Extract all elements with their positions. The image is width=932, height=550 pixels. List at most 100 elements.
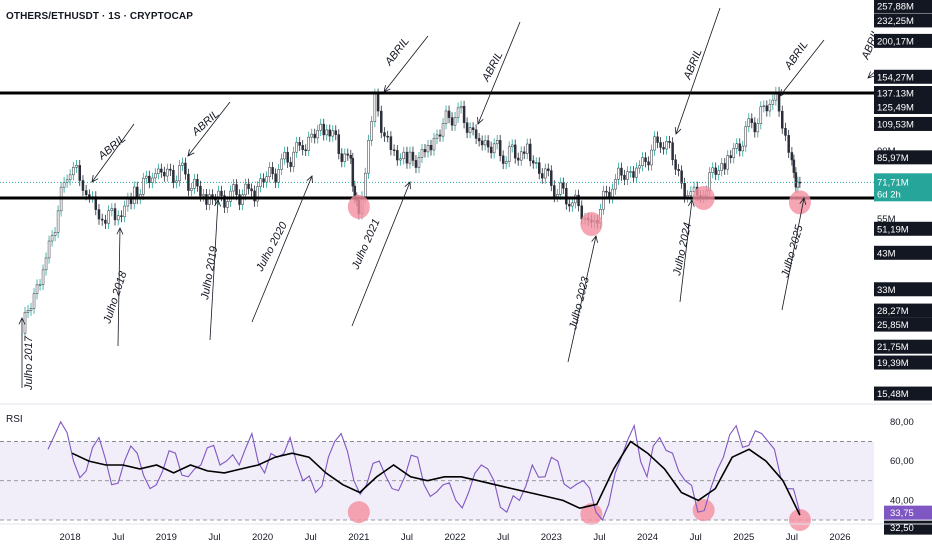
price-candle-body (747, 118, 751, 127)
chart-title: OTHERS/ETHUSDT · 1S · CRYPTOCAP (6, 11, 194, 22)
price-candle-body (417, 157, 421, 168)
price-axis-tag (874, 339, 932, 354)
arrow-head (477, 116, 484, 125)
price-candle-body (181, 162, 184, 166)
price-candle-body (172, 170, 175, 183)
price-candle-body (226, 201, 229, 208)
price-candle-body (142, 177, 145, 195)
price-candle-body (265, 176, 268, 183)
price-candle-body (145, 175, 148, 179)
price-candle-body (565, 188, 568, 205)
price-candle-body (84, 190, 88, 195)
price-candle-body (525, 143, 529, 154)
price-candle-body (532, 160, 535, 164)
price-axis-label: 125,49M (877, 103, 914, 114)
time-axis-label: 2026 (829, 532, 850, 543)
price-candle-body (340, 153, 344, 162)
time-axis-label: Jul (786, 532, 798, 543)
price-axis-label: 109,53M (877, 119, 914, 130)
price-candle-body (351, 158, 355, 187)
price-candle-body (641, 157, 644, 166)
julho-annotation: Julho 2019 (199, 245, 220, 301)
time-axis-label: 2024 (637, 532, 658, 543)
julho-arrow (351, 181, 411, 327)
price-candle-body (35, 284, 39, 294)
arrow-head (799, 197, 807, 205)
julho-annotation: Julho 2018 (101, 269, 130, 326)
price-axis-tag (874, 245, 932, 260)
rsi-pane-label: RSI (6, 414, 23, 425)
price-candles (23, 86, 802, 339)
arrow-head (867, 71, 875, 79)
price-candle-body (692, 186, 696, 192)
price-candle-body (289, 162, 292, 167)
price-candle-body (75, 165, 78, 168)
price-candle-body (507, 146, 511, 162)
price-candle-body (56, 210, 60, 233)
current-price-tag (874, 173, 932, 202)
price-candle-body (346, 153, 350, 156)
time-axis-label: Jul (497, 532, 509, 543)
price-candle-body (674, 159, 677, 170)
rsi-moving-average (71, 440, 801, 516)
price-pane: Julho 2017 Julho 2018 Julho 2019 Julho 2020… (0, 7, 932, 405)
price-candle-body (714, 167, 717, 175)
julho-arrow (781, 197, 805, 311)
price-axis-label: 51,19M (877, 224, 909, 235)
price-candle-body (292, 151, 295, 167)
price-candle-body (123, 205, 126, 217)
price-candle-body (510, 144, 514, 148)
time-axis-label: Jul (305, 532, 317, 543)
julho-annotation: Julho 2025 (779, 223, 806, 280)
price-candle-body (794, 172, 798, 188)
price-candle-body (280, 158, 283, 170)
abril-annotation: ABRIL (95, 133, 128, 163)
price-candle-body (762, 105, 766, 108)
price-candle-body (322, 123, 325, 136)
price-candle-body (420, 149, 424, 158)
price-candle-body (629, 171, 632, 173)
price-candle-body (304, 149, 307, 151)
price-candle-body (193, 179, 196, 189)
price-candle-body (160, 168, 163, 173)
price-candle-body (253, 190, 256, 202)
price-candle-body (113, 208, 117, 221)
julho-arrow (679, 199, 693, 303)
price-candle-body (386, 135, 389, 138)
arrow-head (674, 126, 682, 135)
price-axis-tag (874, 386, 932, 401)
price-axis-label: 15,48M (877, 389, 909, 400)
price-candle-body (720, 163, 723, 171)
price-candle-body (190, 188, 193, 191)
price-axis-tag (874, 355, 932, 370)
price-candle-body (744, 126, 748, 147)
time-axis-label: 2021 (348, 532, 369, 543)
price-axis-tag (874, 0, 932, 13)
price-candle-body (614, 179, 617, 190)
price-candle-body (389, 136, 393, 151)
time-axis-label: 2020 (252, 532, 273, 543)
price-axis-label: 28,27M (877, 306, 909, 317)
price-axis-label: 43M (877, 248, 896, 259)
price-candle-body (53, 232, 57, 236)
price-candle-body (298, 142, 301, 146)
price-candle-body (426, 144, 430, 153)
price-candle-body (274, 173, 277, 183)
abril-arrow (779, 39, 825, 97)
rsi-pane (0, 420, 874, 531)
price-candle-body (238, 194, 241, 205)
price-candle-body (104, 219, 107, 224)
rsi-value-tag (884, 505, 932, 520)
price-candle-body (325, 129, 328, 136)
price-candle-body (268, 167, 271, 177)
price-candle-body (471, 127, 475, 130)
price-candle-body (202, 194, 205, 197)
price-candle-body (617, 167, 620, 180)
price-candle-body (662, 147, 665, 150)
price-candle-body (166, 168, 169, 177)
price-candle-body (47, 240, 51, 259)
price-candle-body (450, 117, 454, 126)
time-axis-label: 2018 (60, 532, 81, 543)
price-candle-body (32, 293, 36, 309)
